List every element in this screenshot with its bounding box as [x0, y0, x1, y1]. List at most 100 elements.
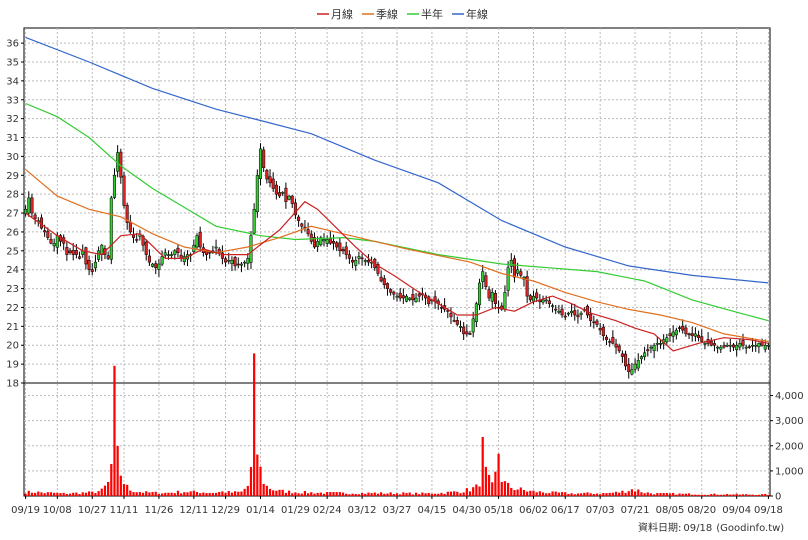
- candle-body: [154, 263, 158, 269]
- volume-bar: [513, 490, 516, 496]
- volume-bar: [694, 494, 697, 496]
- legend-label-monthly: 月線: [331, 7, 353, 21]
- candle-body: [401, 295, 405, 299]
- candle: [176, 243, 180, 258]
- candle-body: [354, 260, 358, 266]
- candle-body: [579, 312, 583, 316]
- candle-body: [309, 233, 313, 242]
- candle: [27, 191, 31, 217]
- volume-bar: [481, 436, 484, 496]
- volume-bar: [291, 493, 294, 496]
- volume-bar: [360, 492, 364, 496]
- candle: [687, 332, 691, 339]
- volume-bar: [681, 493, 684, 496]
- volume-bar: [516, 489, 519, 496]
- candle: [693, 327, 697, 342]
- candle-body: [503, 292, 507, 310]
- volume-tick-label: 2,000: [775, 441, 804, 452]
- candle: [646, 344, 650, 357]
- volume-bar: [326, 491, 329, 496]
- volume-bar: [456, 491, 459, 496]
- candle-body: [166, 254, 170, 256]
- candle-body: [604, 336, 609, 340]
- candle-body: [439, 307, 443, 309]
- volume-bar: [332, 492, 335, 496]
- volume-bar: [243, 488, 246, 496]
- candle: [243, 260, 247, 268]
- volume-bar: [237, 491, 240, 496]
- volume-bar: [329, 492, 332, 496]
- candle: [627, 358, 631, 379]
- volume-bar: [49, 492, 53, 496]
- volume-bar: [729, 494, 732, 496]
- volume-bar: [545, 493, 548, 496]
- price-tick-label: 34: [6, 76, 19, 87]
- volume-bar: [91, 491, 94, 496]
- volume-bar: [167, 492, 170, 496]
- candle-body: [392, 291, 396, 295]
- candle: [560, 304, 564, 318]
- volume-bar: [138, 492, 141, 496]
- candle: [71, 242, 75, 261]
- candle-body: [30, 197, 34, 214]
- volume-bar: [218, 491, 221, 496]
- candle-body: [735, 344, 739, 351]
- volume-bar: [253, 353, 256, 496]
- volume-bar: [24, 493, 27, 496]
- volume-bar: [107, 482, 110, 496]
- candle-body: [598, 328, 602, 331]
- volume-bar: [437, 493, 440, 496]
- volume-bar: [395, 493, 399, 496]
- candle-body: [379, 276, 383, 282]
- candle-body: [417, 293, 421, 297]
- candle: [604, 334, 609, 346]
- candle: [354, 256, 358, 271]
- candle-body: [478, 282, 482, 306]
- candle-body: [52, 243, 56, 247]
- candle-body: [395, 295, 399, 298]
- candle: [300, 222, 304, 234]
- candle: [265, 168, 269, 184]
- volume-bar: [160, 493, 164, 496]
- price-tick-label: 21: [6, 322, 19, 333]
- candle-body: [341, 249, 345, 252]
- candle: [306, 222, 310, 237]
- x-tick-label: 03/12: [348, 505, 377, 516]
- candle-body: [246, 258, 250, 264]
- legend-label-halfyear: 半年: [421, 7, 443, 21]
- volume-bar: [748, 494, 751, 496]
- candle: [338, 237, 342, 257]
- candle-body: [687, 333, 691, 336]
- candle: [490, 288, 494, 309]
- price-tick-label: 23: [6, 284, 19, 295]
- price-axis: 18 19 20 21 22 23 24 25 26 27 28 29 30 31 32 33 34 35 36: [6, 39, 24, 390]
- volume-bar: [354, 494, 357, 496]
- volume-bar: [249, 467, 253, 496]
- volume-bar: [46, 492, 49, 496]
- volume-bar: [551, 491, 554, 496]
- candle-body: [385, 283, 389, 289]
- volume-bar: [526, 491, 529, 496]
- price-tick-label: 31: [6, 133, 19, 144]
- candle: [671, 325, 675, 343]
- candle-body: [389, 289, 393, 293]
- volume-bar: [605, 493, 608, 496]
- candle: [376, 261, 380, 277]
- candle: [65, 241, 69, 261]
- candle: [633, 358, 637, 373]
- candle-body: [630, 369, 634, 375]
- legend: 月線 季線 半年 年線: [317, 7, 488, 21]
- candle-body: [487, 289, 491, 299]
- candle: [465, 324, 469, 337]
- candle-body: [338, 242, 342, 252]
- volume-bar: [567, 493, 570, 496]
- volume-bar: [741, 494, 745, 496]
- candle-body: [725, 344, 729, 347]
- x-axis: 09/19 10/08 10/27 11/11 11/26 12/11 12/29 01/14…: [11, 496, 783, 516]
- volume-bar: [643, 493, 646, 496]
- candle-body: [363, 260, 367, 262]
- volume-bar: [614, 491, 618, 496]
- candle: [147, 249, 151, 266]
- volume-bar: [81, 492, 84, 496]
- volume-bar: [310, 492, 313, 496]
